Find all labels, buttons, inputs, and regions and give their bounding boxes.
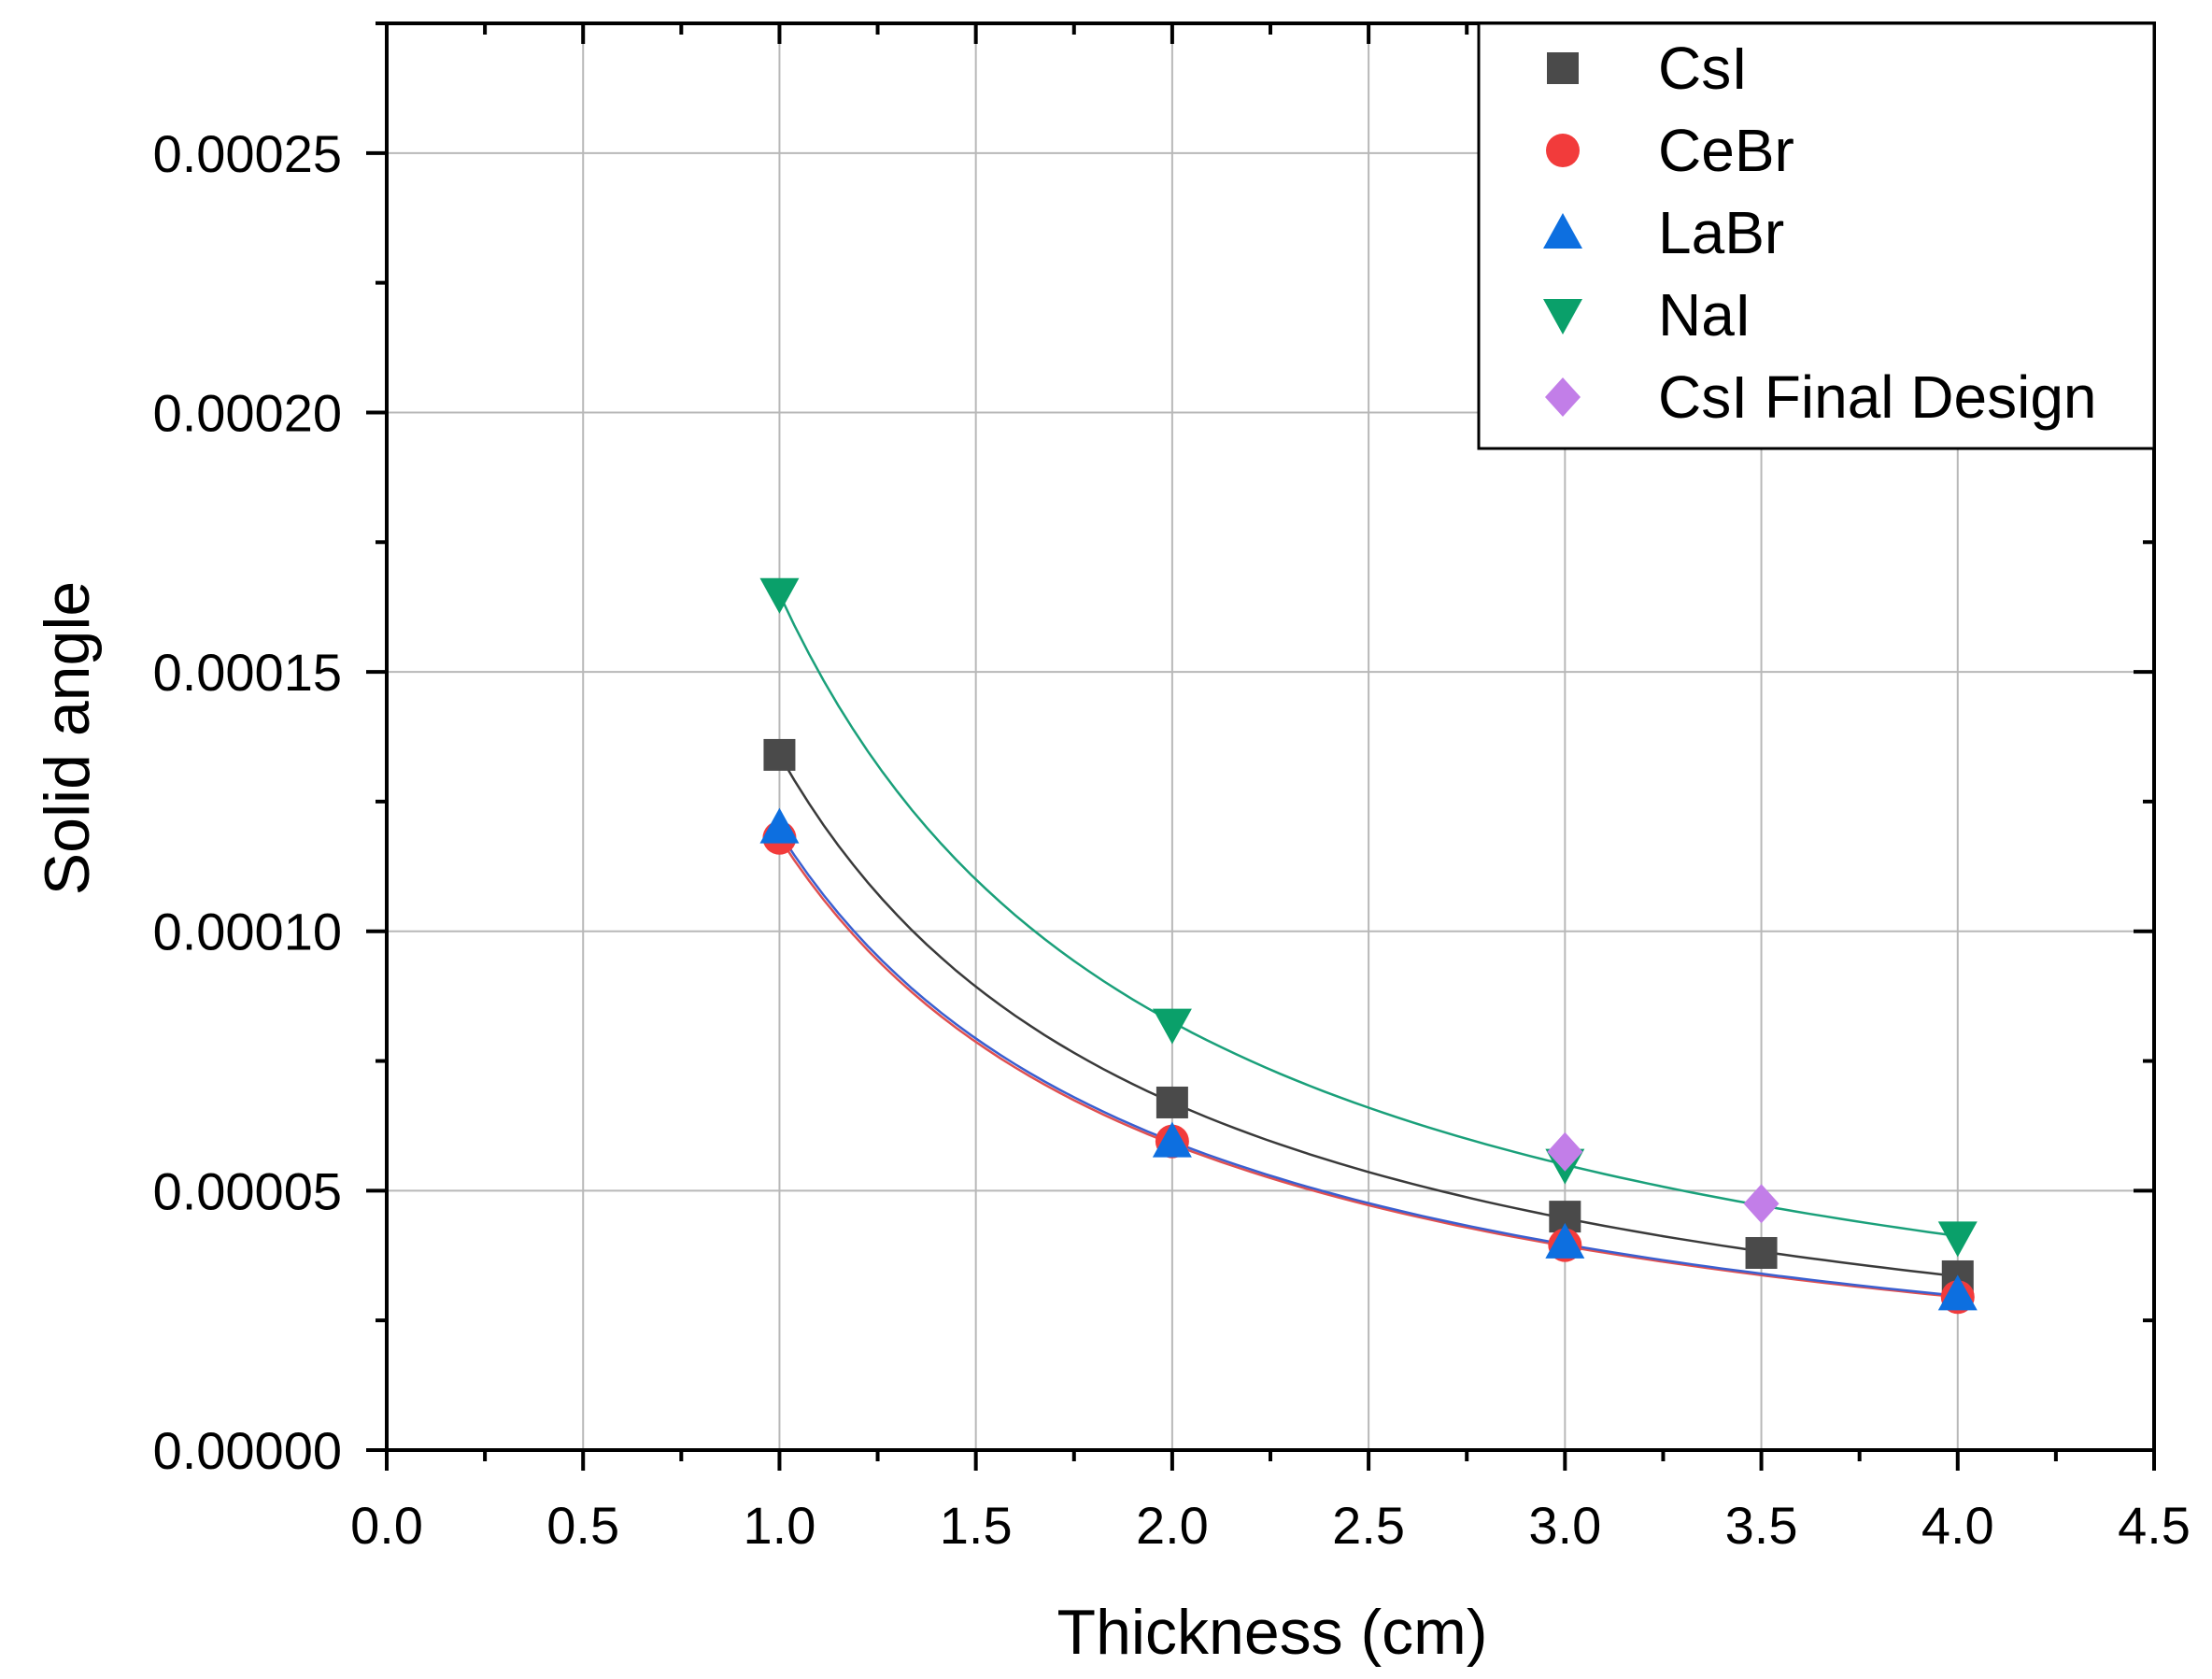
legend-box xyxy=(1477,21,2156,450)
x-tick-label: 4.5 xyxy=(2118,1496,2191,1555)
x-tick-labels: 0.0 0.5 1.0 1.5 2.0 2.5 3.0 3.5 4.0 4.5 xyxy=(350,1496,2191,1555)
legend-label-labr: LaBr xyxy=(1658,199,1784,266)
x-axis-title: Thickness (cm) xyxy=(1057,1597,1488,1668)
y-tick-label: 0.00025 xyxy=(153,124,342,183)
y-tick-label: 0.00020 xyxy=(153,383,342,442)
legend-marker-nai xyxy=(1543,299,1582,334)
legend-label-csi-final-design: CsI Final Design xyxy=(1658,363,2097,431)
point-csi-final-design xyxy=(1743,1184,1780,1224)
x-tick-label: 1.5 xyxy=(940,1496,1013,1555)
point-csi-final-design xyxy=(1547,1131,1583,1172)
fit-curve-cebr xyxy=(778,837,1958,1299)
data-points xyxy=(759,577,1978,1315)
y-tick-label: 0.00010 xyxy=(153,903,342,961)
point-labr xyxy=(759,807,800,844)
x-tick-label: 3.0 xyxy=(1528,1496,1601,1555)
point-csi xyxy=(763,738,796,771)
x-tick-label: 2.0 xyxy=(1136,1496,1209,1555)
legend-marker-csi-final-design xyxy=(1545,377,1581,417)
point-nai xyxy=(1937,1221,1978,1258)
x-tick-label: 4.0 xyxy=(1921,1496,1994,1555)
legend: CsI CeBr LaBr NaI CsI Final Design xyxy=(1477,21,2156,450)
y-tick-label: 0.00015 xyxy=(153,643,342,702)
x-tick-label: 2.5 xyxy=(1332,1496,1405,1555)
point-labr xyxy=(1937,1274,1978,1311)
x-tick-label: 3.5 xyxy=(1725,1496,1798,1555)
legend-label-csi: CsI xyxy=(1658,35,1748,102)
point-labr xyxy=(1152,1121,1192,1158)
point-csi xyxy=(1156,1086,1188,1118)
y-axis-title: Solid angle xyxy=(32,581,103,895)
point-labr xyxy=(1545,1222,1585,1259)
y-tick-label: 0.00000 xyxy=(153,1421,342,1480)
point-nai xyxy=(1152,1008,1192,1045)
y-tick-labels: 0.00000 0.00005 0.00010 0.00015 0.00020 0.000… xyxy=(153,124,342,1480)
x-tick-label: 1.0 xyxy=(744,1496,816,1555)
legend-label-nai: NaI xyxy=(1658,281,1751,349)
point-csi xyxy=(1745,1236,1778,1269)
legend-label-cebr: CeBr xyxy=(1658,117,1794,184)
axes xyxy=(366,21,2156,1471)
legend-marker-cebr xyxy=(1546,134,1580,167)
legend-marker-labr xyxy=(1543,213,1582,249)
y-tick-label: 0.00005 xyxy=(153,1161,342,1220)
legend-marker-csi xyxy=(1547,52,1579,84)
point-nai xyxy=(759,577,800,614)
x-tick-label: 0.0 xyxy=(350,1496,423,1555)
x-tick-label: 0.5 xyxy=(546,1496,619,1555)
fit-curve-labr xyxy=(778,832,1958,1298)
